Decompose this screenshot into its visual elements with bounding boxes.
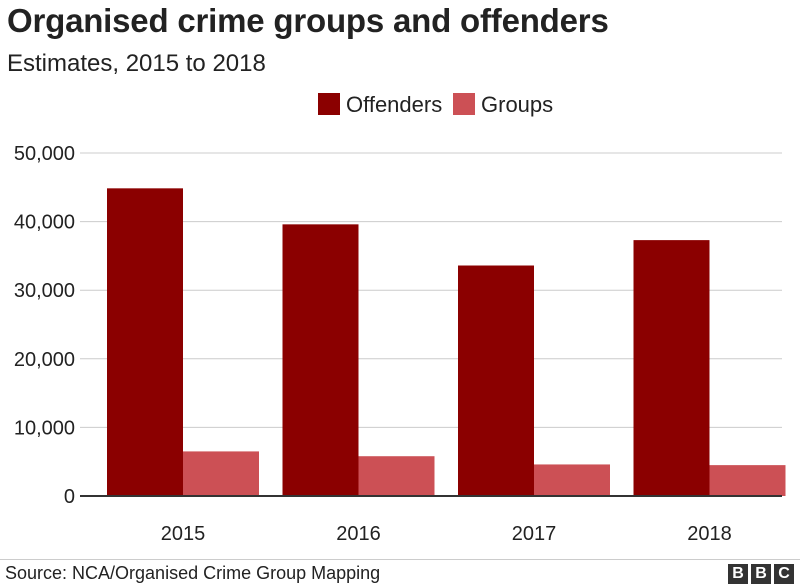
y-tick-label: 40,000 (14, 212, 75, 234)
bbc-logo-letter: B (728, 564, 748, 584)
bar-offenders (458, 265, 534, 496)
y-tick-label: 30,000 (14, 280, 75, 302)
bbc-logo: B B C (728, 564, 794, 584)
x-tick-label: 2018 (687, 523, 732, 545)
y-tick-label: 10,000 (14, 417, 75, 439)
bar-offenders (282, 224, 359, 496)
footer-divider (0, 559, 800, 560)
x-tick-label: 2017 (512, 523, 557, 545)
legend-label: Groups (481, 92, 553, 117)
bar-chart: 0 10,000 20,000 30,000 40,000 50,000 2015 2016 2… (14, 92, 786, 545)
bar-groups (358, 456, 435, 496)
legend-swatch (453, 93, 475, 115)
bar-groups (709, 465, 786, 496)
x-tick-label: 2015 (161, 523, 206, 545)
bar-offenders (633, 240, 710, 496)
source-note: Source: NCA/Organised Crime Group Mappin… (5, 563, 381, 583)
y-tick-label: 50,000 (14, 143, 75, 165)
chart-title: Organised crime groups and offenders (7, 2, 609, 39)
bar-groups (183, 451, 259, 496)
y-tick-label: 20,000 (14, 349, 75, 371)
legend-label: Offenders (346, 92, 442, 117)
bbc-logo-letter: B (751, 564, 771, 584)
bbc-logo-letter: C (774, 564, 794, 584)
chart-subtitle: Estimates, 2015 to 2018 (7, 50, 266, 77)
x-tick-label: 2016 (336, 523, 381, 545)
bar-offenders (107, 188, 183, 497)
bar-groups (534, 464, 610, 496)
legend-swatch (318, 93, 340, 115)
y-tick-label: 0 (64, 486, 75, 508)
